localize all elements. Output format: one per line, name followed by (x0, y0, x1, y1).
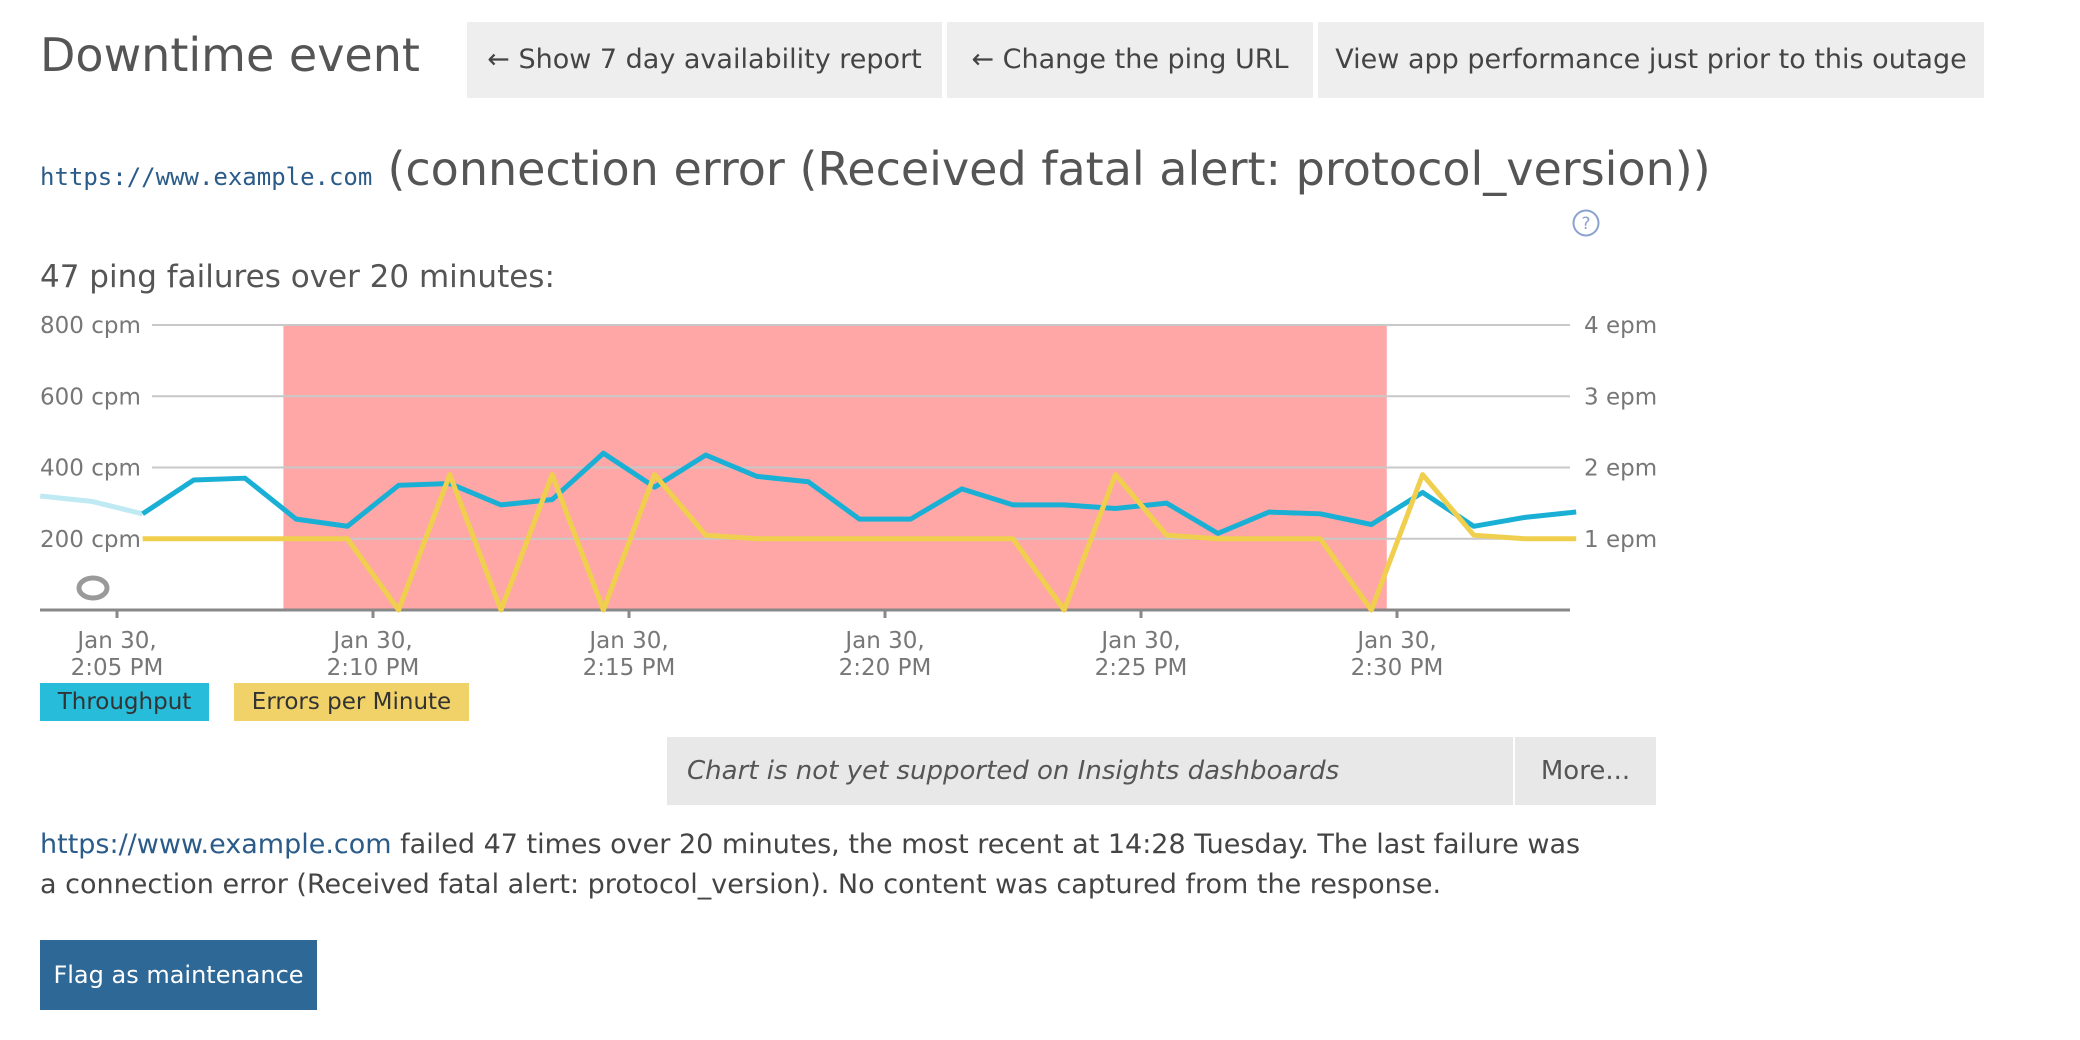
range-handle-icon[interactable] (76, 575, 110, 601)
series-errors-per-minute (142, 472, 1577, 613)
x-tick-label: 2:10 PM (327, 655, 420, 680)
more-button[interactable]: More... (1515, 737, 1656, 805)
x-tick-label: 2:05 PM (71, 655, 164, 680)
downtime-chart: 200 cpm 400 cpm 600 cpm 800 cpm 1 epm 2 epm 3 … (39, 313, 1657, 680)
summary-text: https://www.example.com failed 47 times … (40, 825, 1600, 905)
x-tick-label: 2:15 PM (583, 655, 676, 680)
x-tick-label: Jan 30, (843, 628, 924, 654)
svg-text:?: ? (1581, 214, 1590, 234)
app-performance-button[interactable]: View app performance just prior to this … (1318, 22, 1984, 98)
y-left-tick-label: 800 cpm (40, 313, 141, 339)
x-tick-label: Jan 30, (1099, 628, 1180, 654)
x-tick-label: Jan 30, (1355, 628, 1436, 654)
y-right-tick-label: 3 epm (1584, 384, 1657, 410)
page-title: Downtime event (40, 28, 420, 82)
summary-body: failed 47 times over 20 minutes, the mos… (40, 829, 1581, 900)
x-tick-label: Jan 30, (75, 628, 156, 654)
legend-errors-per-minute[interactable]: Errors per Minute (234, 683, 469, 721)
y-right-tick-label: 4 epm (1584, 313, 1657, 339)
insights-note: Chart is not yet supported on Insights d… (667, 737, 1513, 805)
x-tick-label: 2:20 PM (839, 655, 932, 680)
x-tick-label: 2:25 PM (1095, 655, 1188, 680)
y-left-tick-label: 600 cpm (40, 384, 141, 410)
monitored-url-link[interactable]: https://www.example.com (40, 163, 373, 191)
flag-maintenance-button[interactable]: Flag as maintenance (40, 940, 317, 1010)
legend-throughput[interactable]: Throughput (40, 683, 209, 721)
series-throughput-faded (39, 493, 144, 517)
failures-heading: 47 ping failures over 20 minutes: (40, 259, 555, 295)
error-title: (connection error (Received fatal alert:… (387, 142, 1711, 196)
y-left-tick-label: 200 cpm (40, 527, 141, 553)
y-right-tick-label: 2 epm (1584, 456, 1657, 482)
incident-heading: https://www.example.com (connection erro… (40, 142, 1711, 196)
y-left-tick-label: 400 cpm (40, 456, 141, 482)
y-right-tick-label: 1 epm (1584, 527, 1657, 553)
help-icon[interactable]: ? (1572, 209, 1600, 237)
change-ping-url-button[interactable]: ← Change the ping URL (947, 22, 1313, 98)
x-tick-label: 2:30 PM (1351, 655, 1444, 680)
series-throughput (141, 450, 1577, 536)
availability-report-button[interactable]: ← Show 7 day availability report (467, 22, 942, 98)
summary-url-link[interactable]: https://www.example.com (40, 829, 392, 860)
x-tick-label: Jan 30, (331, 628, 412, 654)
x-tick-label: Jan 30, (587, 628, 668, 654)
